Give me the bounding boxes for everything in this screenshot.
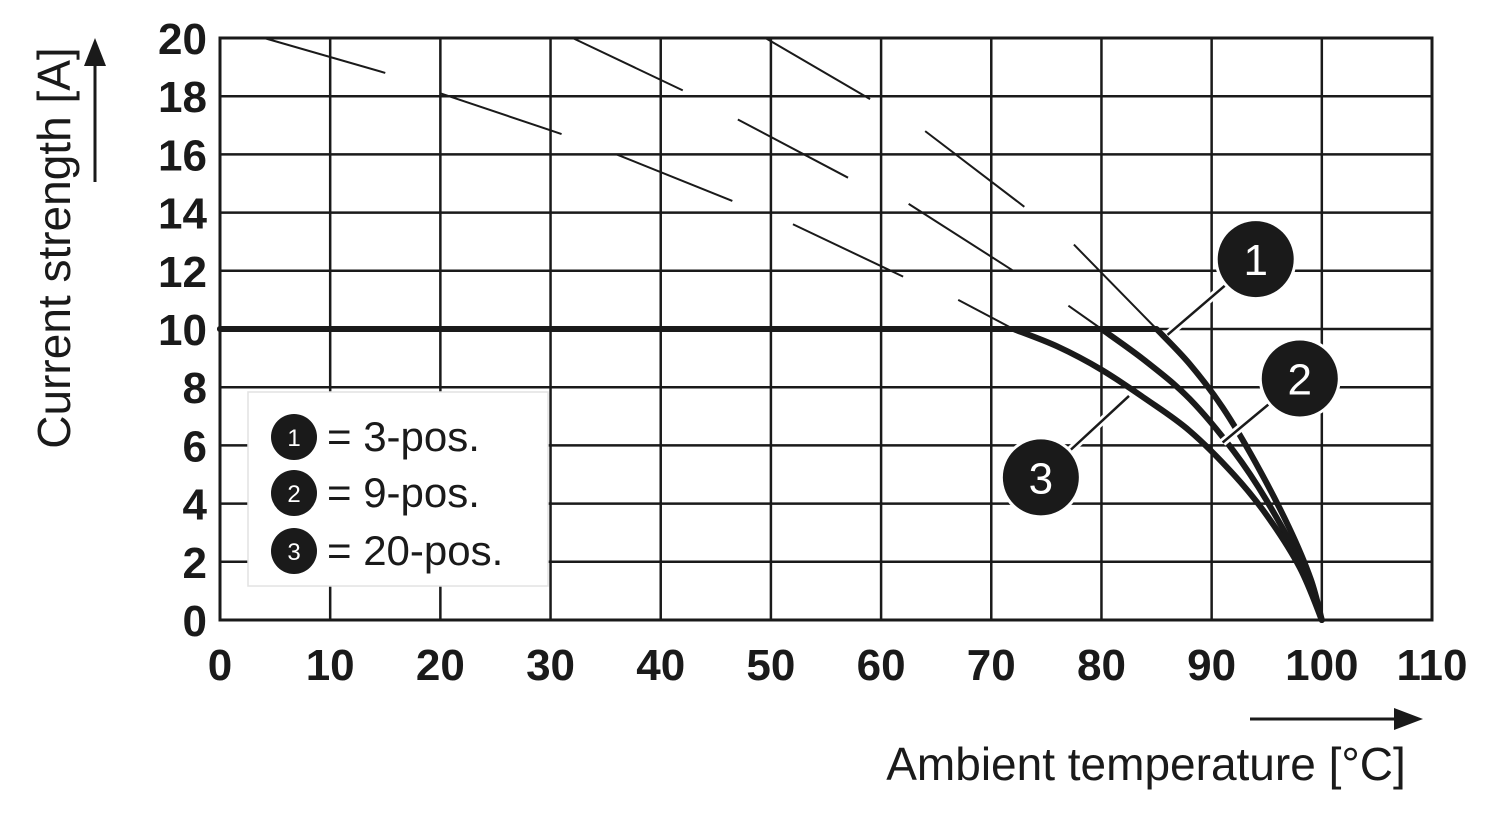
series-line-3	[217, 326, 1325, 623]
legend-item: 1 = 3-pos.	[271, 413, 480, 460]
callout-label: 1	[1243, 236, 1267, 285]
x-tick-label: 70	[967, 641, 1016, 690]
legend-label: = 3-pos.	[327, 413, 480, 460]
y-tick-label: 6	[183, 422, 207, 471]
legend-item: 2 = 9-pos.	[271, 469, 480, 516]
axes: 0 10 20 30 40 50 60 70 80 90 100 110024681012141618…	[158, 15, 1467, 690]
callout-leader	[1221, 401, 1272, 444]
legend-label: = 20-pos.	[327, 527, 503, 574]
callout-label: 3	[1029, 454, 1053, 503]
x-tick-label: 10	[306, 641, 355, 690]
y-tick-label: 18	[158, 73, 207, 122]
x-tick-label: 100	[1285, 641, 1358, 690]
callouts: 1 2 3	[999, 218, 1341, 519]
callout-badge-1	[1217, 221, 1294, 298]
derating-guide-line	[908, 203, 1014, 272]
derating-guide-line	[440, 92, 562, 135]
derating-guide-line	[1067, 304, 1103, 330]
legend-marker-label: 1	[287, 425, 300, 452]
x-tick-label: 60	[857, 641, 906, 690]
legend-item: 3 = 20-pos.	[271, 527, 503, 574]
legend-marker-1	[271, 414, 317, 460]
y-tick-label: 10	[158, 306, 207, 355]
x-tick-label: 0	[208, 641, 232, 690]
derating-guide-line	[737, 118, 849, 179]
callout-leader	[1166, 282, 1228, 336]
x-axis-arrow	[1250, 708, 1423, 730]
callout-badge-2	[1261, 340, 1338, 417]
callout-badge-3	[1002, 439, 1079, 516]
derating-guide-line	[957, 299, 1014, 330]
derating-guide-line	[764, 37, 871, 100]
x-tick-label: 30	[526, 641, 575, 690]
x-tick-label: 110	[1397, 641, 1468, 690]
derating-guide-line	[792, 223, 904, 278]
x-tick-label: 20	[416, 641, 465, 690]
y-tick-label: 0	[183, 597, 207, 646]
legend-marker-label: 3	[287, 539, 300, 566]
series-line-1	[217, 326, 1325, 623]
callout-label: 2	[1288, 355, 1312, 404]
derating-guide-line	[1073, 243, 1158, 330]
x-tick-label: 90	[1187, 641, 1236, 690]
y-axis-arrow	[84, 38, 106, 182]
legend-marker-2	[271, 470, 317, 516]
y-tick-label: 16	[158, 131, 207, 180]
y-tick-label: 14	[158, 190, 207, 239]
legend-marker-label: 2	[287, 481, 300, 508]
y-tick-label: 2	[183, 539, 207, 588]
derating-guides	[263, 37, 1158, 330]
legend-label: = 9-pos.	[327, 469, 480, 516]
derating-guide-line	[616, 153, 733, 202]
y-tick-label: 8	[183, 364, 207, 413]
callout-leader	[1067, 395, 1130, 453]
x-tick-label: 40	[636, 641, 685, 690]
x-axis-title: Ambient temperature [°C]	[886, 738, 1406, 790]
series-lines	[217, 326, 1325, 623]
y-tick-label: 4	[183, 481, 208, 530]
derating-guide-line	[572, 37, 684, 92]
y-axis-title: Current strength [A]	[28, 47, 80, 448]
derating-guide-line	[924, 130, 1025, 208]
y-tick-label: 12	[158, 248, 207, 297]
legend: 1 = 3-pos. 2 = 9-pos. 3 = 20-pos.	[247, 391, 549, 587]
x-tick-label: 80	[1077, 641, 1126, 690]
x-tick-label: 50	[746, 641, 795, 690]
derating-guide-line	[263, 37, 386, 74]
legend-marker-3	[271, 528, 317, 574]
y-tick-label: 20	[158, 15, 207, 64]
